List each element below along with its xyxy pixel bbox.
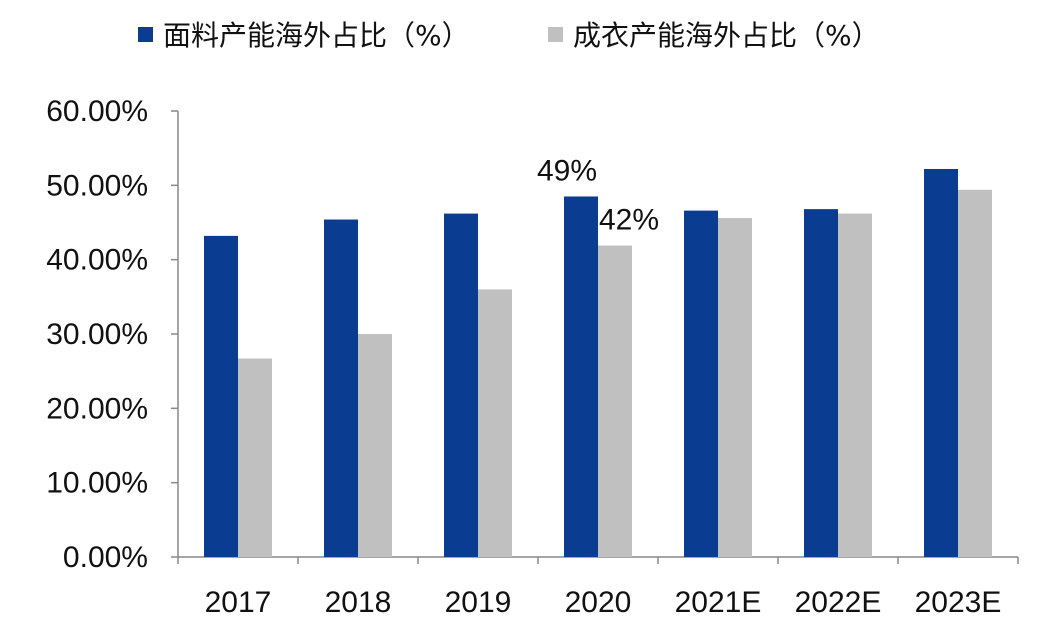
y-tick-label: 60.00% [46,95,148,128]
bar-garment-2022E [838,213,872,557]
bar-fabric-2018 [324,219,358,557]
data-label: 42% [599,204,659,237]
bar-fabric-2023E [924,168,958,558]
legend: 面料产能海外占比（%） 成衣产能海外占比（%） [0,14,1064,54]
x-tick-label: 2018 [325,586,392,619]
bar-fabric-2017 [204,235,238,557]
y-tick-label: 40.00% [46,244,148,277]
bar-fabric-2020 [564,196,598,557]
bar-garment-2017 [238,358,272,557]
bar-garment-2020 [598,245,632,557]
x-tick-label: 2021E [675,586,762,619]
data-label: 49% [537,154,597,187]
bar-fabric-2019 [444,213,478,557]
legend-label-fabric: 面料产能海外占比（%） [163,19,470,52]
legend-swatch-garment [548,26,563,42]
legend-label-garment: 成衣产能海外占比（%） [573,19,880,52]
bar-garment-2021E [718,218,752,558]
y-tick-label: 30.00% [46,318,148,351]
y-tick-label: 10.00% [46,467,148,500]
bar-garment-2023E [958,189,992,557]
bar-fabric-2021E [684,210,718,557]
x-tick-label: 2022E [795,586,882,619]
x-tick-label: 2019 [445,586,512,619]
legend-item-fabric: 面料产能海外占比（%） [138,14,470,54]
legend-swatch-fabric [138,26,153,42]
legend-item-garment: 成衣产能海外占比（%） [548,14,880,54]
x-tick-label: 2017 [205,586,272,619]
bar-fabric-2022E [804,209,838,557]
x-tick-label: 2020 [565,586,632,619]
y-tick-label: 0.00% [63,541,148,574]
bar-garment-2019 [478,289,512,557]
bar-garment-2018 [358,334,392,557]
x-tick-label: 2023E [915,586,1002,619]
y-tick-label: 20.00% [46,392,148,425]
y-tick-label: 50.00% [46,169,148,202]
